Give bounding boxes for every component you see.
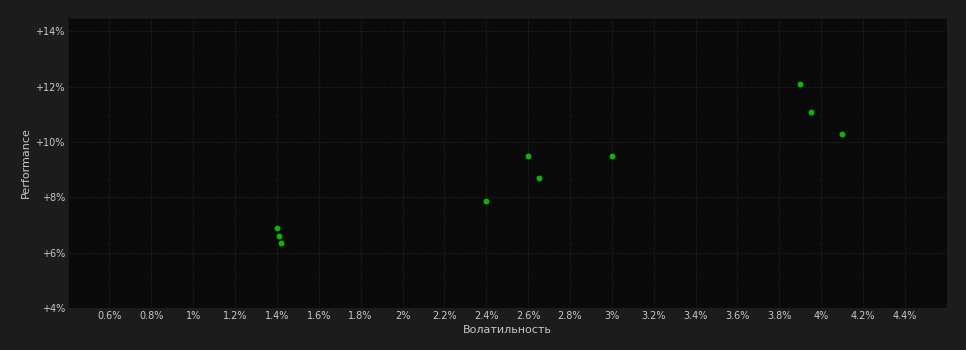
Point (270, 225, 285, 231)
Point (521, 153, 536, 159)
X-axis label: Волатильность: Волатильность (463, 325, 552, 335)
Y-axis label: Performance: Performance (21, 127, 31, 198)
Point (792, 81, 808, 87)
Point (531, 175, 547, 181)
Point (803, 109, 818, 114)
Point (478, 199, 494, 204)
Point (835, 131, 850, 136)
Point (604, 153, 619, 159)
Point (271, 233, 287, 239)
Point (273, 240, 289, 246)
